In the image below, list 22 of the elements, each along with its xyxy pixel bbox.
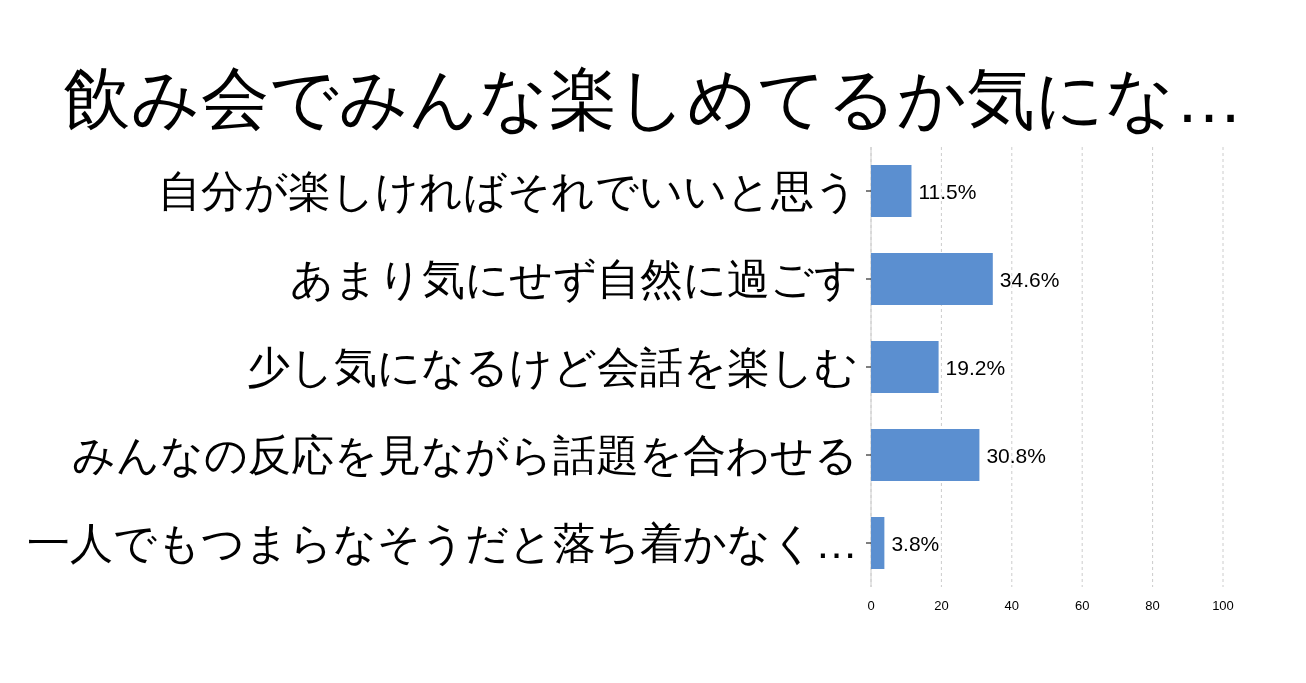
chart-title: 飲み会でみんな楽しめてるか気にな…: [63, 60, 1243, 136]
data-label: 11.5%: [918, 180, 977, 203]
bar: [871, 253, 993, 305]
y-tick-label: 少し気になるけど会話を楽しむ: [247, 343, 858, 391]
bar: [871, 517, 885, 569]
data-label: 30.8%: [986, 444, 1046, 467]
bar: [871, 165, 912, 217]
data-label: 34.6%: [999, 268, 1060, 291]
x-tick-label: 100: [1212, 598, 1234, 613]
bar: [871, 429, 980, 481]
y-tick-label: みんなの反応を見ながら話題を合わせる: [72, 431, 858, 479]
bar: [871, 341, 939, 393]
x-tick-label: 60: [1074, 598, 1090, 613]
x-tick-label: 80: [1145, 598, 1160, 613]
x-tick-label: 20: [934, 598, 949, 613]
y-tick-label: 自分が楽しければそれでいいと思う: [158, 167, 858, 215]
data-label: 19.2%: [945, 356, 1006, 379]
x-tick-label: 40: [1004, 598, 1020, 613]
y-tick-label: 一人でもつまらなそうだと落ち着かなく…: [27, 519, 858, 567]
y-tick-label: あまり気にせず自然に過ごす: [290, 255, 858, 303]
x-tick-label: 0: [867, 598, 875, 613]
data-label: 3.8%: [891, 532, 940, 555]
